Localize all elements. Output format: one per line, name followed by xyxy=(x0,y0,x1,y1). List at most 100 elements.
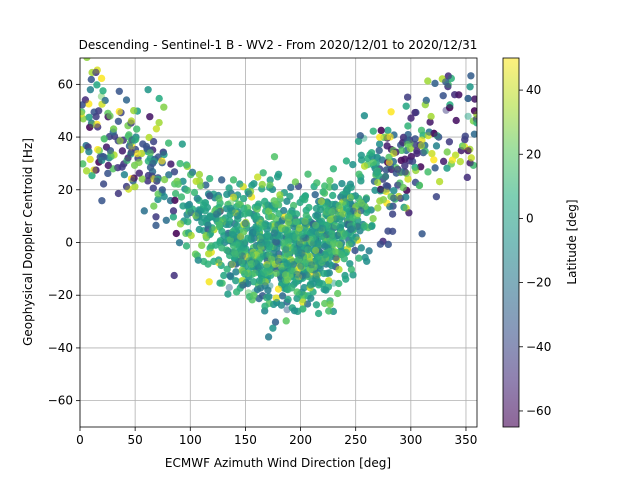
scatter-point xyxy=(281,226,289,234)
scatter-point xyxy=(432,142,441,150)
scatter-point xyxy=(274,285,283,293)
chart-title: Descending - Sentinel-1 B - WV2 - From 2… xyxy=(79,38,478,52)
scatter-point xyxy=(314,252,323,261)
x-tick-label: 0 xyxy=(76,433,84,447)
x-tick-label: 100 xyxy=(179,433,202,447)
scatter-point xyxy=(170,271,178,280)
scatter-point xyxy=(431,79,439,87)
scatter-point xyxy=(334,289,342,298)
scatter-point xyxy=(445,138,453,146)
scatter-point xyxy=(114,164,122,172)
scatter-point xyxy=(252,229,260,237)
scatter-point xyxy=(222,220,230,228)
scatter-point xyxy=(165,139,173,147)
scatter-point xyxy=(455,91,463,99)
scatter-point xyxy=(374,204,382,212)
scatter-point xyxy=(351,246,359,255)
scatter-point xyxy=(430,129,438,137)
scatter-point xyxy=(153,177,161,185)
scatter-point xyxy=(250,180,258,188)
scatter-point xyxy=(325,307,333,315)
scatter-point xyxy=(115,108,123,116)
scatter-point xyxy=(198,241,206,249)
scatter-point xyxy=(106,147,114,155)
scatter-point xyxy=(398,146,406,154)
scatter-point xyxy=(417,126,426,134)
scatter-point xyxy=(268,212,276,220)
scatter-point xyxy=(294,248,302,256)
scatter-point xyxy=(361,162,369,170)
scatter-point xyxy=(258,233,266,241)
scatter-point xyxy=(268,255,276,263)
scatter-point xyxy=(254,202,262,210)
scatter-point xyxy=(360,223,368,231)
scatter-point xyxy=(272,269,280,277)
scatter-point xyxy=(313,179,321,187)
scatter-point xyxy=(247,260,255,268)
scatter-point xyxy=(158,157,166,165)
scatter-point xyxy=(348,225,356,233)
scatter-point xyxy=(369,215,377,223)
x-axis-ticks: 0 50 100 150 200 250 300 350 xyxy=(76,427,477,447)
scatter-point xyxy=(448,156,456,164)
scatter-point xyxy=(417,163,425,171)
scatter-point xyxy=(232,268,240,276)
scatter-point xyxy=(167,160,175,168)
scatter-point xyxy=(206,212,214,220)
scatter-point xyxy=(114,117,122,125)
scatter-point xyxy=(384,240,392,248)
scatter-point xyxy=(92,68,100,76)
scatter-point xyxy=(349,214,357,222)
scatter-point xyxy=(264,267,272,275)
scatter-point xyxy=(312,246,320,255)
scatter-point xyxy=(86,123,94,131)
scatter-point xyxy=(236,180,244,188)
x-axis-label: ECMWF Azimuth Wind Direction [deg] xyxy=(165,456,391,470)
scatter-point xyxy=(98,74,106,82)
scatter-point xyxy=(418,230,426,238)
scatter-point xyxy=(464,147,472,155)
scatter-point xyxy=(104,169,112,177)
scatter-point xyxy=(332,248,340,256)
scatter-point xyxy=(274,257,283,265)
scatter-point xyxy=(320,285,328,294)
scatter-point xyxy=(204,221,212,229)
scatter-point xyxy=(92,166,100,174)
scatter-point xyxy=(471,95,477,103)
scatter-point xyxy=(130,107,138,115)
scatter-point xyxy=(229,176,238,184)
scatter-point xyxy=(365,247,373,255)
scatter-point xyxy=(309,234,317,242)
scatter-point xyxy=(240,238,248,246)
scatter-point xyxy=(107,152,115,160)
scatter-point xyxy=(317,206,325,214)
scatter-point xyxy=(152,221,160,229)
scatter-point xyxy=(144,177,152,185)
scatter-point xyxy=(204,260,212,268)
scatter-point xyxy=(284,213,292,221)
scatter-point xyxy=(383,142,391,150)
scatter-point xyxy=(152,213,160,221)
scatter-point xyxy=(149,184,157,192)
scatter-point xyxy=(368,222,376,230)
scatter-point xyxy=(321,242,329,250)
scatter-point xyxy=(470,107,477,115)
scatter-point xyxy=(436,178,444,186)
scatter-point xyxy=(130,174,138,182)
scatter-point xyxy=(228,230,237,239)
scatter-point xyxy=(443,148,451,156)
x-tick-label: 250 xyxy=(344,433,367,447)
scatter-point xyxy=(452,116,460,125)
scatter-point xyxy=(122,96,131,104)
scatter-point xyxy=(226,211,234,219)
scatter-point xyxy=(284,218,292,226)
scatter-point xyxy=(205,250,213,258)
scatter-point xyxy=(288,284,296,292)
scatter-point xyxy=(342,157,350,165)
scatter-point xyxy=(275,170,283,178)
scatter-point xyxy=(332,254,340,262)
scatter-point xyxy=(174,180,182,188)
y-tick-label: 60 xyxy=(58,77,73,91)
y-tick-label: 40 xyxy=(58,130,73,144)
scatter-point xyxy=(227,260,235,268)
